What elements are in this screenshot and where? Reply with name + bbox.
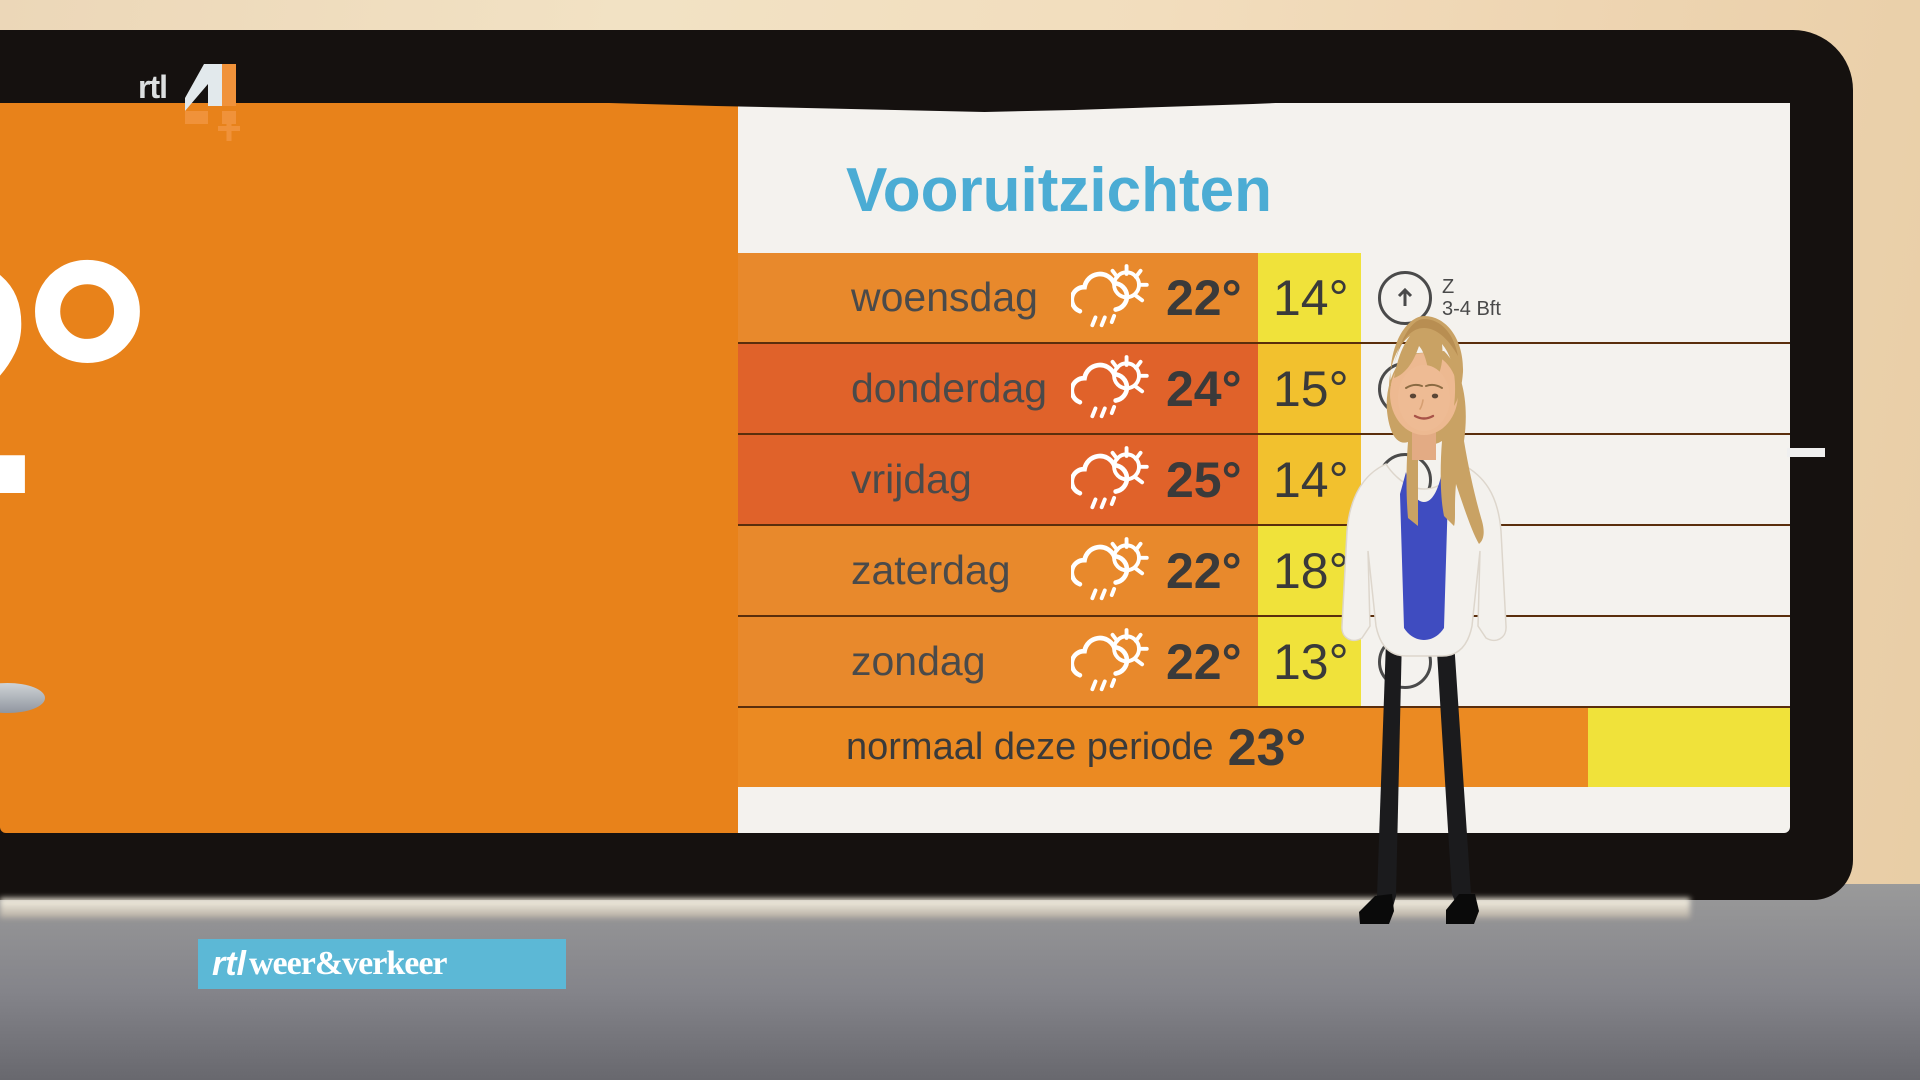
svg-text:rtl: rtl (138, 69, 167, 105)
